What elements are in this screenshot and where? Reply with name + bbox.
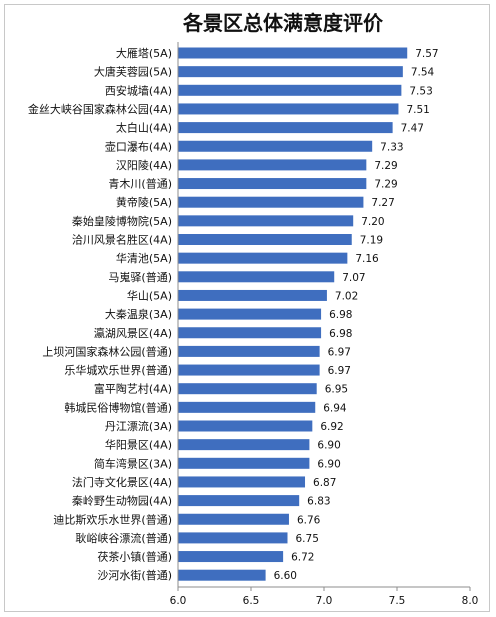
value-label-2: 7.54 (411, 67, 435, 79)
bar-21 (178, 420, 313, 432)
bar-2 (178, 66, 403, 78)
bar-16 (178, 327, 322, 339)
value-label-20: 6.94 (323, 402, 347, 414)
category-label-24: 法门寺文化景区(4A) (72, 475, 172, 489)
bar-10 (178, 215, 354, 227)
x-axis: 6.0 6.5 7.0 7.5 8.0 (170, 42, 479, 607)
value-label-27: 6.75 (296, 533, 319, 545)
category-label-18: 乐华城欢乐世界(普通) (64, 363, 172, 377)
category-label-21: 丹江漂流(3A) (105, 419, 172, 433)
category-label-16: 瀛湖风景区(4A) (94, 326, 172, 340)
bar-6 (178, 140, 373, 152)
bar-17 (178, 345, 320, 357)
bar-3 (178, 84, 402, 96)
x-tick-label-5: 8.0 (462, 595, 479, 607)
category-label-25: 秦岭野生动物园(4A) (72, 494, 172, 508)
value-label-14: 7.02 (335, 290, 358, 302)
value-label-18: 6.97 (328, 365, 351, 377)
value-label-19: 6.95 (325, 384, 348, 396)
category-label-7: 汉阳陵(4A) (116, 159, 172, 172)
category-label-4: 金丝大峡谷国家森林公园(4A) (28, 102, 172, 116)
bar-22 (178, 439, 310, 451)
bar-13 (178, 271, 335, 283)
bar-1 (178, 47, 408, 59)
value-label-23: 6.90 (317, 458, 340, 470)
value-label-28: 6.72 (291, 552, 314, 564)
category-label-22: 华阳景区(4A) (105, 438, 172, 452)
bar-11 (178, 234, 352, 245)
bar-23 (178, 457, 310, 469)
value-label-10: 7.20 (361, 216, 384, 228)
category-label-2: 大唐芙蓉园(5A) (94, 65, 172, 79)
category-label-11: 洽川风景名胜区(4A) (72, 233, 172, 247)
value-label-3: 7.53 (409, 85, 432, 97)
bar-27 (178, 532, 288, 544)
value-label-26: 6.76 (297, 514, 321, 526)
category-label-10: 秦始皇陵博物院(5A) (72, 214, 172, 228)
value-label-6: 7.33 (380, 141, 403, 153)
value-label-17: 6.97 (328, 346, 351, 358)
category-label-29: 沙河水街(普通) (97, 568, 172, 582)
value-label-21: 6.92 (320, 421, 343, 433)
category-labels: 大雁塔(5A) 大唐芙蓉园(5A) 西安城墙(4A) 金丝大峡谷国家森林公园(4A) 太… (28, 46, 172, 582)
category-label-6: 壶口瀑布(4A) (105, 139, 172, 153)
bar-14 (178, 289, 327, 301)
x-tick-label-2: 6.5 (243, 595, 260, 607)
x-tick-label-3: 7.0 (316, 595, 333, 607)
bar-5 (178, 122, 393, 134)
category-label-26: 迪比斯欢乐水世界(普通) (53, 512, 172, 526)
bar-25 (178, 495, 300, 507)
category-label-8: 青木川(普通) (108, 177, 172, 191)
category-label-20: 韩城民俗博物馆(普通) (64, 400, 172, 414)
value-label-22: 6.90 (317, 440, 340, 452)
bar-4 (178, 103, 399, 115)
bar-9 (178, 196, 364, 208)
value-label-7: 7.29 (374, 160, 397, 172)
bar-8 (178, 178, 367, 190)
category-label-17: 上坝河国家森林公园(普通) (42, 344, 172, 358)
value-labels: 7.57 7.54 7.53 7.51 7.47 7.33 7.29 7.29 7.27 7.20… (274, 48, 439, 582)
category-label-14: 华山(5A) (127, 288, 172, 302)
value-label-8: 7.29 (374, 179, 397, 191)
category-label-12: 华清池(5A) (116, 251, 172, 265)
bar-26 (178, 513, 289, 525)
value-label-25: 6.83 (307, 496, 330, 508)
x-tick-label-1: 6.0 (170, 595, 187, 607)
category-label-27: 耿峪峡谷漂流(普通) (75, 531, 172, 545)
bars-layer (178, 47, 408, 581)
value-label-5: 7.47 (401, 123, 424, 135)
value-label-12: 7.16 (355, 253, 379, 265)
category-label-15: 大秦温泉(3A) (105, 307, 172, 321)
value-label-4: 7.51 (406, 104, 429, 116)
category-label-13: 马嵬驿(普通) (108, 270, 172, 284)
bar-20 (178, 401, 316, 413)
value-label-13: 7.07 (342, 272, 365, 284)
category-label-3: 西安城墙(4A) (105, 83, 172, 97)
bar-24 (178, 476, 306, 488)
category-label-28: 茯茶小镇(普通) (97, 550, 172, 564)
category-label-5: 太白山(4A) (116, 121, 172, 135)
category-label-19: 富平陶艺村(4A) (94, 382, 172, 396)
bar-18 (178, 364, 320, 376)
bar-29 (178, 569, 266, 581)
category-label-23: 简车湾景区(3A) (94, 456, 172, 470)
bar-19 (178, 383, 317, 395)
bar-15 (178, 308, 322, 320)
category-label-1: 大雁塔(5A) (116, 46, 172, 60)
value-label-11: 7.19 (360, 235, 383, 247)
value-label-16: 6.98 (329, 328, 352, 340)
category-label-9: 黄帝陵(5A) (116, 195, 172, 209)
x-tick-label-4: 7.5 (389, 595, 406, 607)
chart-title: 各景区总体满意度评价 (182, 11, 384, 35)
bar-12 (178, 252, 348, 264)
bar-7 (178, 159, 367, 171)
value-label-9: 7.27 (371, 197, 394, 209)
bar-28 (178, 551, 284, 563)
value-label-24: 6.87 (313, 477, 336, 489)
value-label-1: 7.57 (415, 48, 438, 60)
value-label-15: 6.98 (329, 309, 352, 321)
value-label-29: 6.60 (274, 570, 297, 582)
